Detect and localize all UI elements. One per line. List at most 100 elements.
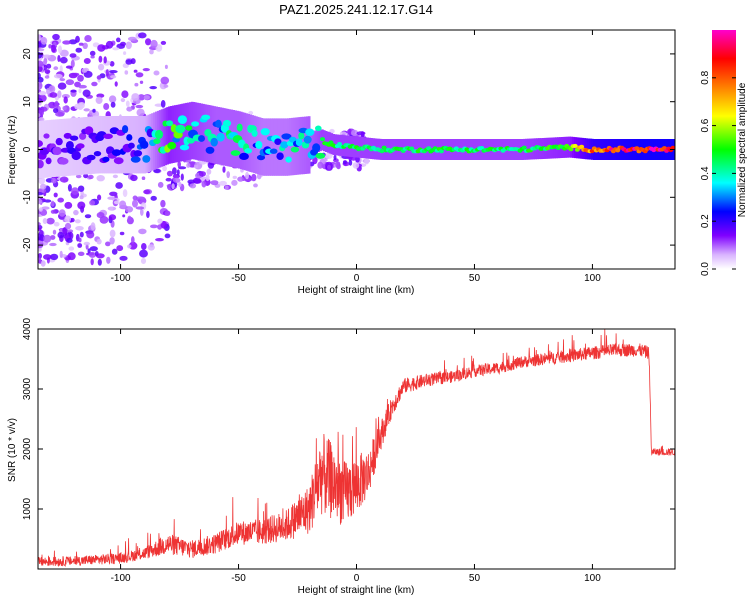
spectrogram-speckle (232, 175, 237, 179)
spectrogram-speckle (342, 160, 347, 165)
spectrogram-speckle (38, 192, 44, 196)
spectrogram-speckle (81, 68, 88, 73)
spectrogram-ridge-cell (76, 143, 85, 149)
spectrogram-speckle (125, 59, 133, 65)
spectrogram-speckle (53, 192, 58, 198)
spectrogram-speckle (89, 246, 98, 252)
spectrogram-ridge-cell (230, 150, 241, 156)
spectrogram-speckle (91, 81, 98, 87)
spectrogram-ridge-cell (84, 126, 94, 135)
spectrogram-speckle (82, 89, 91, 97)
spectrogram-speckle (38, 240, 44, 244)
spectrogram-speckle (351, 129, 359, 137)
spectrogram-speckle (75, 174, 82, 179)
spectrogram-ridge-cell (153, 138, 161, 144)
spectrogram-speckle (77, 243, 83, 248)
spectrogram-halo (589, 138, 592, 160)
snr-axes: -100 -50 0 50 100 1000 2000 3000 4000 (22, 317, 675, 584)
spectrogram-speckle (62, 106, 67, 111)
spectrogram-speckle (113, 200, 120, 205)
spectrogram-speckle (155, 238, 164, 242)
spectrogram-speckle (90, 258, 94, 266)
spectrogram-speckle (160, 220, 167, 229)
spectrogram-halo (98, 116, 101, 174)
spectrogram-ridge-cell (102, 156, 110, 162)
spectrogram-ridge-cell (303, 135, 312, 144)
spectrogram-speckle (38, 34, 41, 42)
spectrogram-speckle (53, 73, 63, 79)
spectrogram-ridge-cell (260, 128, 270, 136)
spectrogram-ridge-cell (179, 144, 190, 151)
spectrogram-speckle (38, 198, 43, 205)
spectrogram-speckle (49, 92, 58, 98)
spectrogram-speckle (103, 103, 110, 110)
spectrogram-speckle (143, 189, 151, 195)
spectrogram-speckle (112, 47, 120, 51)
spectrogram-speckle (135, 72, 144, 78)
spectrogram-speckle (149, 86, 157, 90)
spectrogram-halo (202, 103, 205, 162)
spectrogram-speckle (364, 158, 370, 165)
spectrogram-ridge-cell (86, 154, 96, 161)
spectrogram-speckle (59, 176, 69, 183)
snr-ylabel: SNR (10 * v/v) (7, 418, 18, 482)
spectrogram-speckle (177, 161, 181, 168)
spectrogram-ridge-cell (58, 157, 69, 165)
spectrogram-speckle (141, 176, 146, 180)
spectrogram-ridge-cell (43, 133, 50, 139)
spectrogram-halo (73, 117, 77, 176)
spectrogram-ytick-label: 0 (22, 146, 33, 152)
spectrogram-halo (262, 118, 266, 176)
spectrogram-speckle (105, 241, 111, 247)
spectrogram-ridge-cell (52, 146, 62, 156)
spectrogram-speckle (48, 85, 54, 92)
spectrogram-ridge-cell (130, 156, 141, 163)
spectrogram-speckle (172, 177, 181, 183)
spectrogram-ridge-cell (298, 132, 305, 140)
spectrogram-speckle (135, 104, 144, 109)
spectrogram-speckle (38, 65, 43, 73)
spectrogram-speckle (79, 231, 84, 238)
spectrogram-speckle (59, 56, 68, 64)
spectrogram-speckle (89, 200, 96, 206)
spectrogram-speckle (105, 69, 109, 77)
spectrogram-speckle (78, 88, 82, 94)
spectrogram-speckle (105, 40, 114, 49)
spectrogram-halo (158, 110, 162, 168)
spectrogram-speckle (199, 171, 206, 177)
spectrogram-speckle (122, 189, 128, 198)
spectrogram-speckle (226, 171, 230, 179)
colorbar-ticks: 0.0 0.2 0.4 0.6 0.8 (700, 70, 736, 276)
spectrogram-ridge-cell (670, 145, 675, 150)
spectrogram-speckle (83, 58, 91, 64)
spectrogram-speckle (180, 173, 184, 181)
spectrogram-ridge-cell (320, 137, 325, 142)
spectrogram-speckle (320, 158, 328, 162)
spectrogram-xtick-label: -50 (231, 273, 246, 284)
spectrogram-speckle (50, 235, 56, 240)
spectrogram-halo (215, 106, 218, 164)
spectrogram-speckle (138, 32, 147, 39)
spectrogram-speckle (44, 69, 51, 74)
spectrogram-speckle (57, 231, 64, 239)
spectrogram-speckle (38, 113, 41, 118)
spectrogram-speckle (97, 44, 106, 52)
spectrogram-speckle (66, 238, 73, 243)
spectrogram-speckle (231, 179, 238, 186)
snr-ytick-label: 4000 (22, 317, 33, 340)
spectrogram-speckle (46, 63, 52, 69)
colorbar-tick-label: 0.8 (700, 70, 711, 84)
spectrogram-halo (273, 118, 277, 176)
spectrogram-speckle (43, 254, 52, 260)
spectrogram-speckle (38, 207, 43, 212)
spectrogram-halo (134, 116, 137, 174)
spectrogram-speckle (127, 36, 137, 42)
spectrogram-speckle (68, 39, 78, 45)
spectrogram-speckle (162, 165, 168, 172)
spectrogram-ridge-cell (239, 152, 249, 160)
spectrogram-speckle (125, 100, 130, 107)
spectrogram-speckle (59, 78, 66, 82)
spectrogram-speckle (97, 194, 102, 201)
spectrogram-speckle (126, 106, 133, 112)
spectrogram-speckle (41, 206, 50, 210)
